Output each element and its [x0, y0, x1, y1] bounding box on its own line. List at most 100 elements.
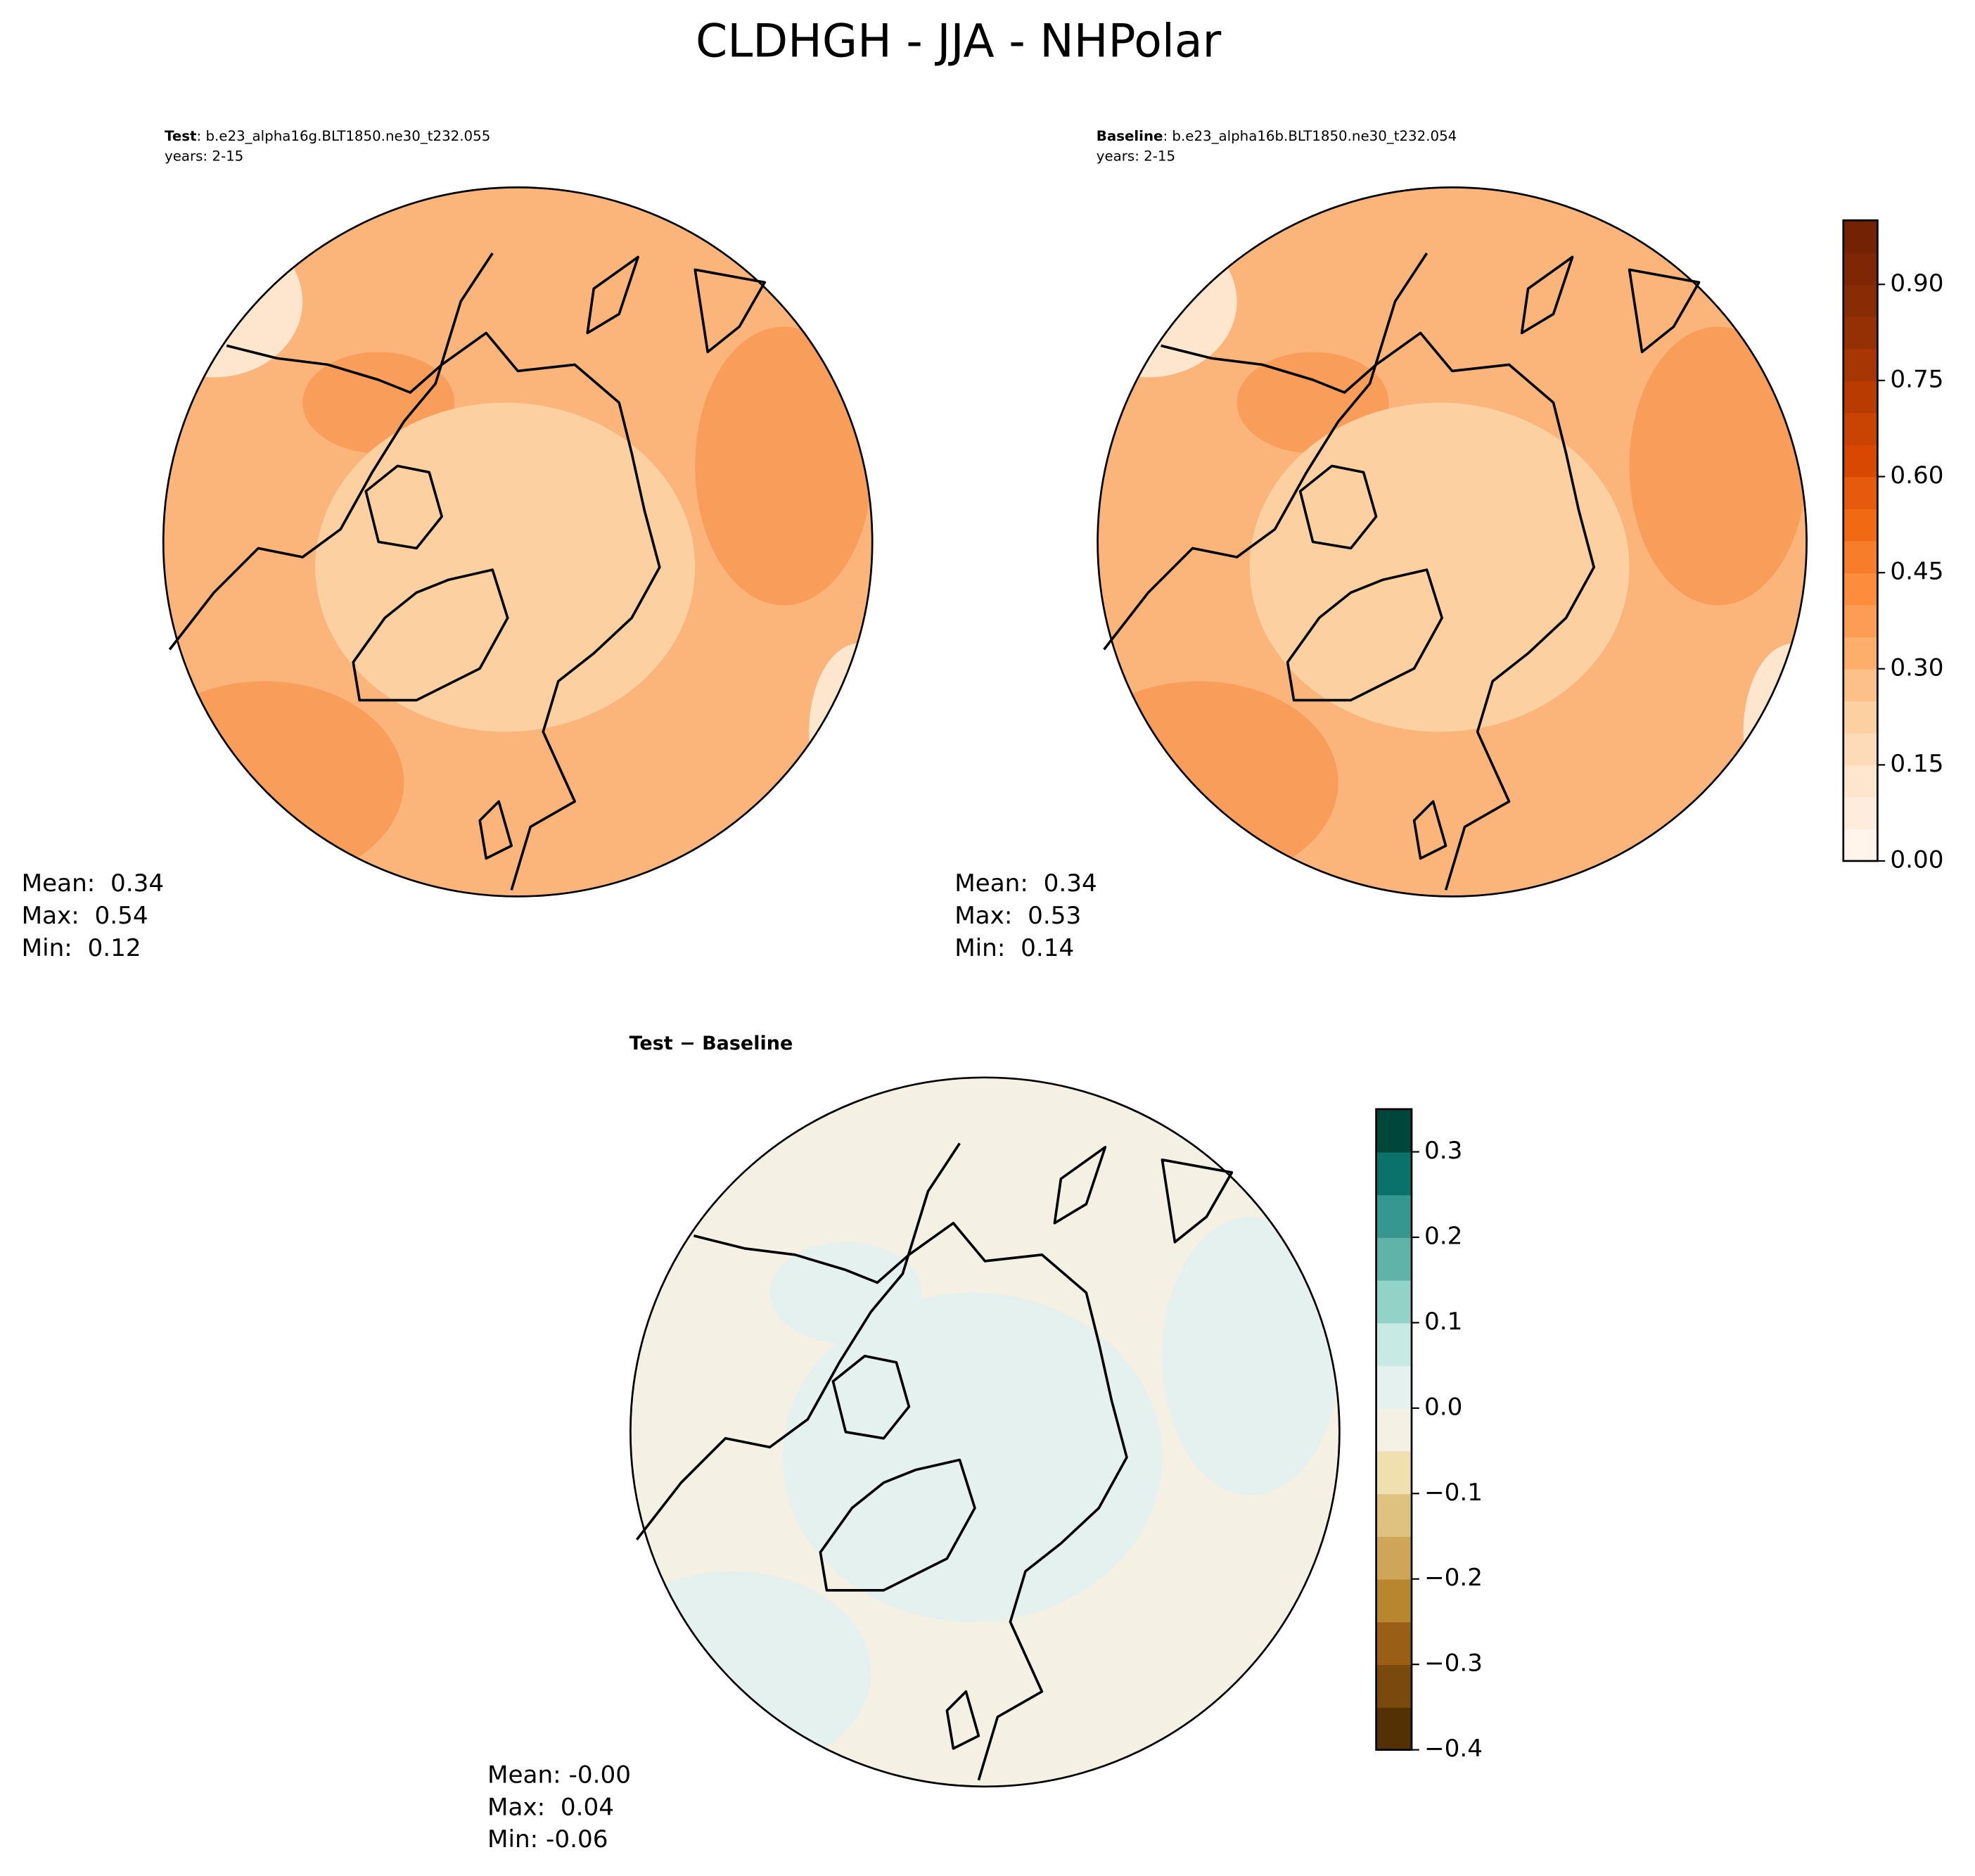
colorbar-tick-label: 0.30	[1890, 653, 1943, 682]
contour-region	[630, 1115, 770, 1268]
contour-region	[1162, 1216, 1340, 1495]
map-boundary	[162, 186, 874, 898]
colorbar-tick-label: 0.1	[1424, 1308, 1462, 1336]
map-panel	[162, 186, 874, 898]
colorbar: −0.4 −0.3 −0.2 −0.1 0.0 0.1 0.2 0.3	[1375, 1108, 1483, 1763]
colorbar-band	[1376, 1365, 1412, 1409]
colorbar-band	[1843, 540, 1878, 574]
colorbar-band	[1376, 1237, 1412, 1281]
colorbar-band	[1843, 284, 1878, 317]
case-name: : b.e23_alpha16g.BLT1850.ne30_t232.055	[197, 128, 491, 144]
colorbar-tick-label: 0.60	[1890, 461, 1943, 490]
contour-region	[315, 402, 696, 732]
stat-line: Min: 0.14	[954, 934, 1074, 962]
colorbar-band	[1376, 1621, 1412, 1666]
colorbar-band	[1843, 604, 1878, 638]
contour-region	[630, 1571, 871, 1774]
case-name: : b.e23_alpha16b.BLT1850.ne30_t232.054	[1163, 128, 1457, 144]
colorbar-band	[1843, 348, 1878, 381]
stat-line: Mean: 0.34	[22, 869, 165, 898]
contour-region	[809, 643, 873, 821]
separator: −	[673, 1033, 702, 1054]
contour-region	[695, 326, 873, 606]
colorbar-tick-label: 0.75	[1890, 365, 1943, 393]
colorbar-frame	[1842, 219, 1879, 862]
map-boundary	[1097, 186, 1808, 898]
panel-label: Test: b.e23_alpha16g.BLT1850.ne30_t232.0…	[165, 128, 490, 144]
years-label: years: 2-15	[165, 148, 243, 165]
stat-line: Min: -0.06	[487, 1825, 608, 1853]
colorbar-band	[1843, 412, 1878, 445]
map-panel	[1097, 186, 1808, 898]
colorbar-band	[1843, 316, 1878, 350]
colorbar-band	[1843, 252, 1878, 286]
colorbar-band	[1376, 1578, 1412, 1623]
colorbar-band	[1843, 509, 1878, 542]
years-label: years: 2-15	[1097, 148, 1175, 165]
colorbar-band	[1376, 1109, 1412, 1153]
case-label: Baseline	[1097, 128, 1163, 144]
colorbar-band	[1376, 1408, 1412, 1452]
contour-region	[1276, 1533, 1340, 1711]
contour-region	[163, 681, 404, 884]
colorbar-band	[1843, 796, 1878, 830]
colorbar-tick-label: 0.15	[1890, 750, 1943, 778]
colorbar-band	[1843, 732, 1878, 766]
stat-line: Max: 0.04	[487, 1793, 614, 1821]
colorbar-tick-label: 0.0	[1424, 1393, 1462, 1421]
colorbar-tick-label: 0.45	[1890, 558, 1943, 586]
colorbar-band	[1843, 444, 1878, 478]
contour-region	[1097, 225, 1237, 378]
panel-label: Test − Baseline	[629, 1033, 793, 1054]
colorbar: 0.00 0.15 0.30 0.45 0.60 0.75 0.90	[1842, 219, 1944, 874]
colorbar-band	[1843, 380, 1878, 414]
contour-region	[782, 1292, 1163, 1622]
colorbar-band	[1376, 1194, 1412, 1238]
colorbar-tick-label: −0.4	[1424, 1735, 1483, 1763]
colorbar-band	[1843, 476, 1878, 509]
colorbar-tick-label: 0.00	[1890, 846, 1943, 874]
map-field	[630, 1077, 1340, 1787]
map-boundary	[629, 1076, 1341, 1788]
colorbar-band	[1376, 1322, 1412, 1367]
contour-region	[1743, 643, 1807, 821]
case-name: Baseline	[702, 1033, 793, 1054]
colorbar-tick-label: 0.2	[1424, 1222, 1462, 1250]
map-panel	[629, 1076, 1341, 1788]
case-label: Test	[165, 128, 197, 144]
colorbar-band	[1376, 1280, 1412, 1324]
colorbar-band	[1376, 1664, 1412, 1708]
colorbar-band	[1376, 1536, 1412, 1580]
colorbar-band	[1843, 573, 1878, 606]
case-label: Test	[629, 1033, 673, 1054]
contour-region	[1097, 681, 1338, 884]
colorbar-band	[1843, 701, 1878, 734]
figure-title: CLDHGH - JJA - NHPolar	[696, 15, 1222, 68]
contour-region	[163, 225, 303, 378]
panel-label: Baseline: b.e23_alpha16b.BLT1850.ne30_t2…	[1097, 128, 1457, 144]
stat-line: Max: 0.54	[22, 902, 148, 930]
colorbar-tick-label: −0.2	[1424, 1564, 1483, 1592]
colorbar-tick-label: 0.90	[1890, 269, 1943, 298]
stat-line: Mean: 0.34	[954, 869, 1097, 898]
colorbar-tick-label: −0.1	[1424, 1479, 1483, 1507]
stat-line: Min: 0.12	[22, 934, 141, 962]
colorbar-band	[1843, 220, 1878, 253]
stat-line: Max: 0.53	[954, 902, 1081, 930]
colorbar-band	[1376, 1706, 1412, 1751]
colorbar-tick-label: 0.3	[1424, 1137, 1462, 1165]
colorbar-band	[1376, 1151, 1412, 1196]
colorbar-band	[1843, 765, 1878, 798]
colorbar-frame	[1375, 1108, 1413, 1751]
contour-region	[1249, 402, 1630, 732]
map-field	[163, 187, 873, 897]
colorbar-band	[1843, 829, 1878, 862]
colorbar-band	[1843, 637, 1878, 670]
colorbar-tick-label: −0.3	[1424, 1650, 1483, 1678]
colorbar-band	[1376, 1450, 1412, 1495]
contour-region	[1629, 326, 1807, 606]
stat-line: Mean: -0.00	[487, 1761, 631, 1789]
map-field	[1097, 187, 1807, 897]
